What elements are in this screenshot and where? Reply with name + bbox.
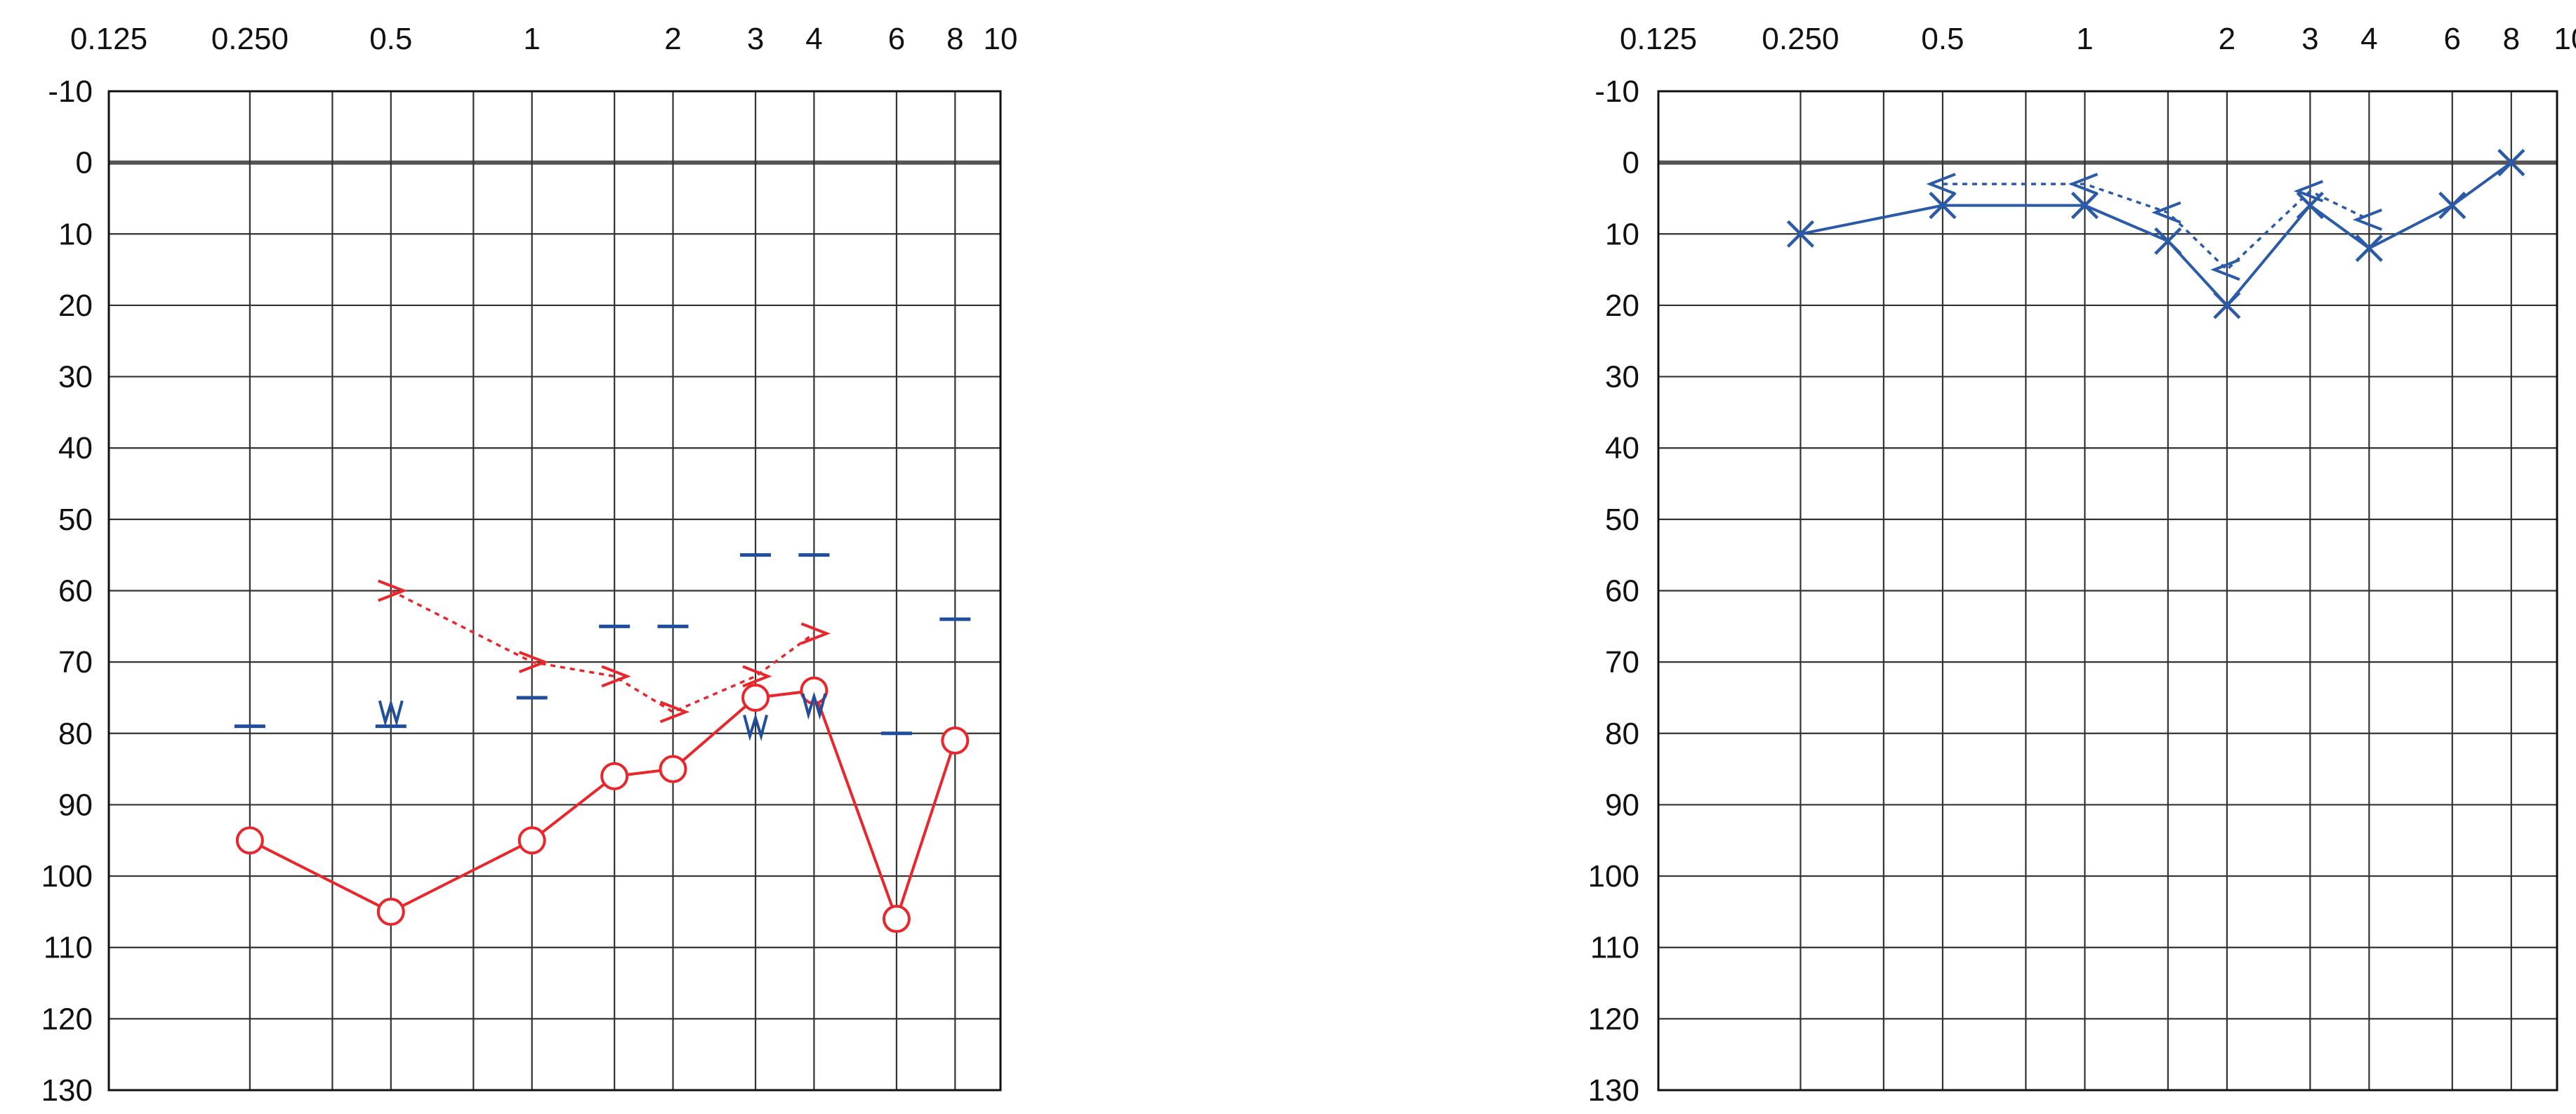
circle-marker [517,826,546,855]
y-tick-label: 50 [58,503,93,537]
x-tick-label: 2 [2219,22,2235,56]
circle-marker [800,676,828,705]
x-tick-label: 3 [2301,22,2318,56]
x-tick-label: 8 [946,22,963,56]
plot-frame [107,90,1002,1092]
x-marker [1786,220,1815,248]
y-tick-label: 40 [58,431,93,465]
x-marker [2213,291,2241,319]
x-tick-label: 4 [2360,22,2377,56]
y-tick-label: 80 [58,717,93,751]
x-marker [2070,192,2099,220]
x-tick-label: 0.250 [1762,22,1839,56]
y-tick-label: -10 [1594,74,1639,109]
circle-marker [741,683,770,712]
y-tick-label: 0 [76,146,93,180]
y-tick-label: 80 [1605,717,1639,751]
y-tick-label: 20 [58,289,93,323]
y-tick-label: 130 [41,1073,93,1108]
y-tick-label: 90 [58,788,93,822]
y-tick-label: 90 [1605,788,1639,822]
bracket-marker [2151,201,2181,224]
x-tick-label: 8 [2503,22,2520,56]
y-tick-label: 100 [41,859,93,894]
zigzag-marker [378,698,404,727]
bracket-marker [2068,173,2099,196]
x-tick-label: 6 [888,22,905,56]
y-tick-label: 60 [1605,574,1639,609]
y-tick-label: 130 [1588,1073,1639,1108]
circle-marker [600,762,629,790]
circle-marker [376,897,405,926]
circle-marker [941,726,970,755]
circle-marker [882,905,911,934]
y-tick-label: -10 [48,74,93,109]
bracket-marker [2210,258,2240,281]
series-dotted-line [1942,183,2370,272]
y-tick-label: 70 [1605,645,1639,679]
y-tick-label: 10 [1605,217,1639,251]
y-tick-label: 50 [1605,503,1639,537]
x-marker [2296,192,2324,220]
bracket-marker [601,665,631,688]
x-tick-label: 3 [747,22,764,56]
bracket-marker [2293,180,2324,203]
x-tick-label: 2 [664,22,681,56]
y-tick-label: 120 [1588,1002,1639,1036]
y-tick-label: 30 [58,360,93,394]
y-tick-label: 30 [1605,360,1639,394]
x-tick-label: 1 [2076,22,2093,56]
x-tick-label: 0.250 [211,22,289,56]
y-tick-label: 60 [58,574,93,609]
y-tick-label: 110 [44,931,93,965]
x-tick-label: 4 [805,22,822,56]
x-marker [2154,227,2182,256]
circle-marker [659,755,687,783]
zigzag-marker [801,691,827,720]
bracket-marker [800,622,831,645]
x-marker [1929,192,1957,220]
x-marker [2438,192,2466,220]
bracket-marker [518,651,549,674]
x-tick-label: 6 [2444,22,2461,56]
x-tick-label: 10 [984,22,1018,56]
y-tick-label: 70 [58,645,93,679]
bracket-marker [378,579,408,602]
x-tick-label: 0.125 [70,22,147,56]
x-tick-label: 0.5 [1921,22,1964,56]
x-marker [2355,234,2383,263]
y-tick-label: 110 [1590,931,1639,965]
bracket-marker [659,701,690,724]
bracket-marker [1926,173,1956,196]
x-tick-label: 10 [2554,22,2576,56]
x-tick-label: 0.5 [369,22,412,56]
y-tick-label: 40 [1605,431,1639,465]
x-marker [2497,149,2525,177]
zigzag-marker [743,712,768,741]
bracket-marker [742,665,772,688]
x-tick-label: 0.125 [1620,22,1697,56]
y-tick-label: 120 [41,1002,93,1036]
circle-marker [235,826,264,855]
y-tick-label: 0 [1623,146,1639,180]
plot-frame [1657,90,2558,1092]
series-dotted-line [390,589,815,714]
y-tick-label: 10 [58,217,93,251]
bracket-marker [2352,208,2383,231]
x-tick-label: 1 [523,22,540,56]
y-tick-label: 100 [1588,859,1639,894]
y-tick-label: 20 [1605,289,1639,323]
